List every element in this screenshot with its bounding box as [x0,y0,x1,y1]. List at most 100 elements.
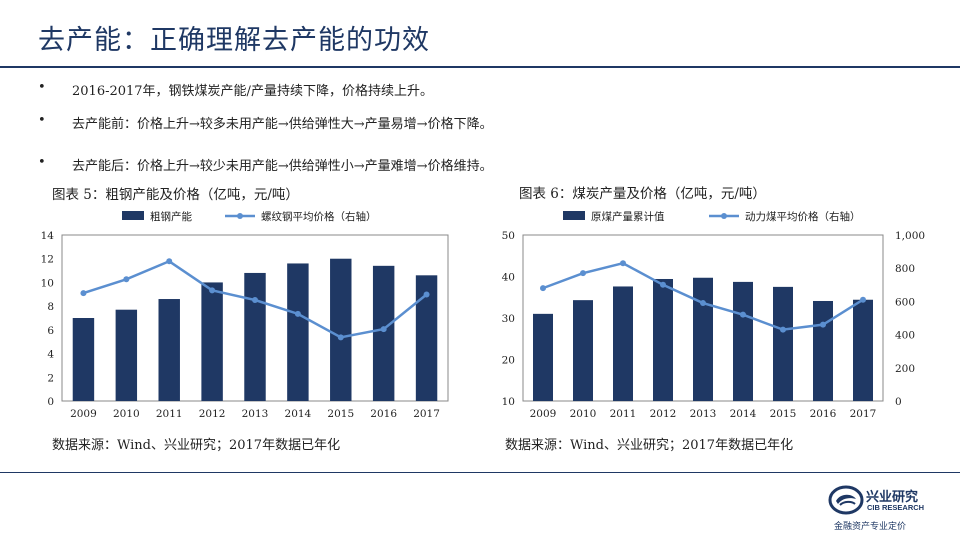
title-divider [0,66,960,68]
left-axis-tick: 40 [502,272,515,284]
left-axis-tick: 4 [47,349,54,361]
bar-2010 [573,300,593,401]
cib-logo-icon [828,485,864,515]
legend-bar-label: 原煤产量累计值 [591,210,665,223]
right-axis-tick: 600 [895,296,915,308]
left-axis-tick: 20 [502,355,515,367]
bar-2009 [72,318,95,401]
bar-2014 [733,281,753,401]
bar-2014 [287,263,309,401]
price-point-2010 [580,270,586,277]
category-label: 2015 [770,408,797,420]
legend-bar-swatch [563,211,585,220]
bar-2011 [613,286,633,401]
bar-2015 [773,286,793,401]
bar-2013 [693,277,713,401]
left-axis-tick: 10 [502,396,515,408]
category-label: 2016 [810,408,837,420]
left-axis-tick: 30 [502,313,515,325]
footer-divider [0,472,960,473]
logo-tagline: 金融资产专业定价 [834,522,907,532]
bar-2012 [201,282,223,401]
price-point-2017 [860,296,866,303]
cib-research-logo: 兴业研究 CIB RESEARCH 金融资产专业定价 [826,482,956,534]
price-point-2009 [80,290,87,297]
figure-5-source: 数据来源：Wind、兴业研究；2017年数据已年化 [52,438,341,453]
bar-2011 [158,299,180,401]
logo-name-cn: 兴业研究 [866,490,919,505]
figure-6-title: 图表 6：煤炭产量及价格（亿吨，元/吨） [519,186,766,202]
right-axis-tick: 400 [895,330,915,342]
price-point-2016 [380,326,387,333]
bullet-dot: • [38,80,46,95]
left-axis-tick: 6 [47,325,54,337]
category-label: 2015 [327,408,354,420]
legend-line-marker [237,213,243,219]
price-point-2013 [252,297,258,304]
bar-2009 [533,313,553,401]
category-label: 2009 [530,408,557,420]
bar-2016 [813,300,833,401]
price-point-2014 [294,310,301,317]
category-label: 2014 [285,408,312,420]
left-axis-tick: 8 [47,301,54,313]
category-label: 2017 [413,408,440,420]
price-point-2015 [780,326,786,333]
bar-2013 [244,272,266,401]
left-axis-tick: 0 [47,396,54,408]
left-axis-tick: 12 [41,254,54,266]
bullet-text: 去产能前：价格上升→较多未用产能→供给弹性大→产量易增→价格下降。 [72,117,493,132]
right-axis-tick: 1,000 [895,230,925,242]
price-point-2012 [209,287,216,294]
category-label: 2012 [199,408,226,420]
bar-2015 [330,258,352,401]
category-label: 2010 [570,408,597,420]
category-label: 2011 [156,408,183,420]
category-label: 2011 [610,408,637,420]
price-point-2016 [820,321,826,328]
bar-2017 [415,275,438,401]
figure-6-source: 数据来源：Wind、兴业研究；2017年数据已年化 [505,438,794,453]
left-axis-tick: 50 [502,230,515,242]
left-axis-tick: 2 [47,372,54,384]
right-axis-tick: 800 [895,263,915,275]
bullet-dot: • [38,155,46,170]
legend-bar-label: 粗钢产能 [150,210,192,223]
price-point-2017 [423,291,430,298]
page-title: 去产能：正确理解去产能的功效 [38,25,430,56]
bar-2010 [115,309,138,401]
price-point-2012 [660,281,666,288]
price-point-2015 [337,334,344,341]
price-point-2011 [620,260,626,267]
right-axis-tick: 0 [895,396,902,408]
category-label: 2009 [70,408,97,420]
category-label: 2010 [113,408,140,420]
left-axis-tick: 14 [41,230,55,242]
bar-2016 [372,265,395,401]
bullet-text: 2016-2017年，钢铁煤炭产能/产量持续下降，价格持续上升。 [72,84,433,99]
price-point-2009 [540,285,546,292]
left-axis-tick: 10 [41,277,54,289]
figure-5-title: 图表 5：粗钢产能及价格（亿吨，元/吨） [52,187,299,203]
logo-name-en: CIB RESEARCH [867,503,925,512]
legend-bar-swatch [122,211,144,220]
right-axis-tick: 200 [895,363,915,375]
category-label: 2016 [370,408,397,420]
steel-chart: 0246810121401,0002,0003,0004,0005,0006,0… [41,210,449,420]
category-label: 2013 [242,408,269,420]
price-point-2011 [166,258,173,265]
legend-line-label: 螺纹钢平均价格（右轴） [261,210,377,223]
category-label: 2017 [850,408,877,420]
price-point-2014 [740,311,746,318]
legend-line-label: 动力煤平均价格（右轴） [745,210,861,223]
legend-line-marker [721,213,727,219]
bar-2017 [853,299,873,401]
price-point-2013 [700,300,706,307]
bullet-text: 去产能后：价格上升→较少未用产能→供给弹性小→产量难增→价格维持。 [72,159,493,174]
category-label: 2012 [650,408,677,420]
bar-2012 [653,278,673,401]
coal-chart: 10 20 30 40 50 0 200 400 600 800 1,000 2009 2010 2011… [502,210,925,420]
price-point-2010 [123,276,130,283]
bullet-dot: • [38,113,46,128]
category-label: 2014 [730,408,757,420]
